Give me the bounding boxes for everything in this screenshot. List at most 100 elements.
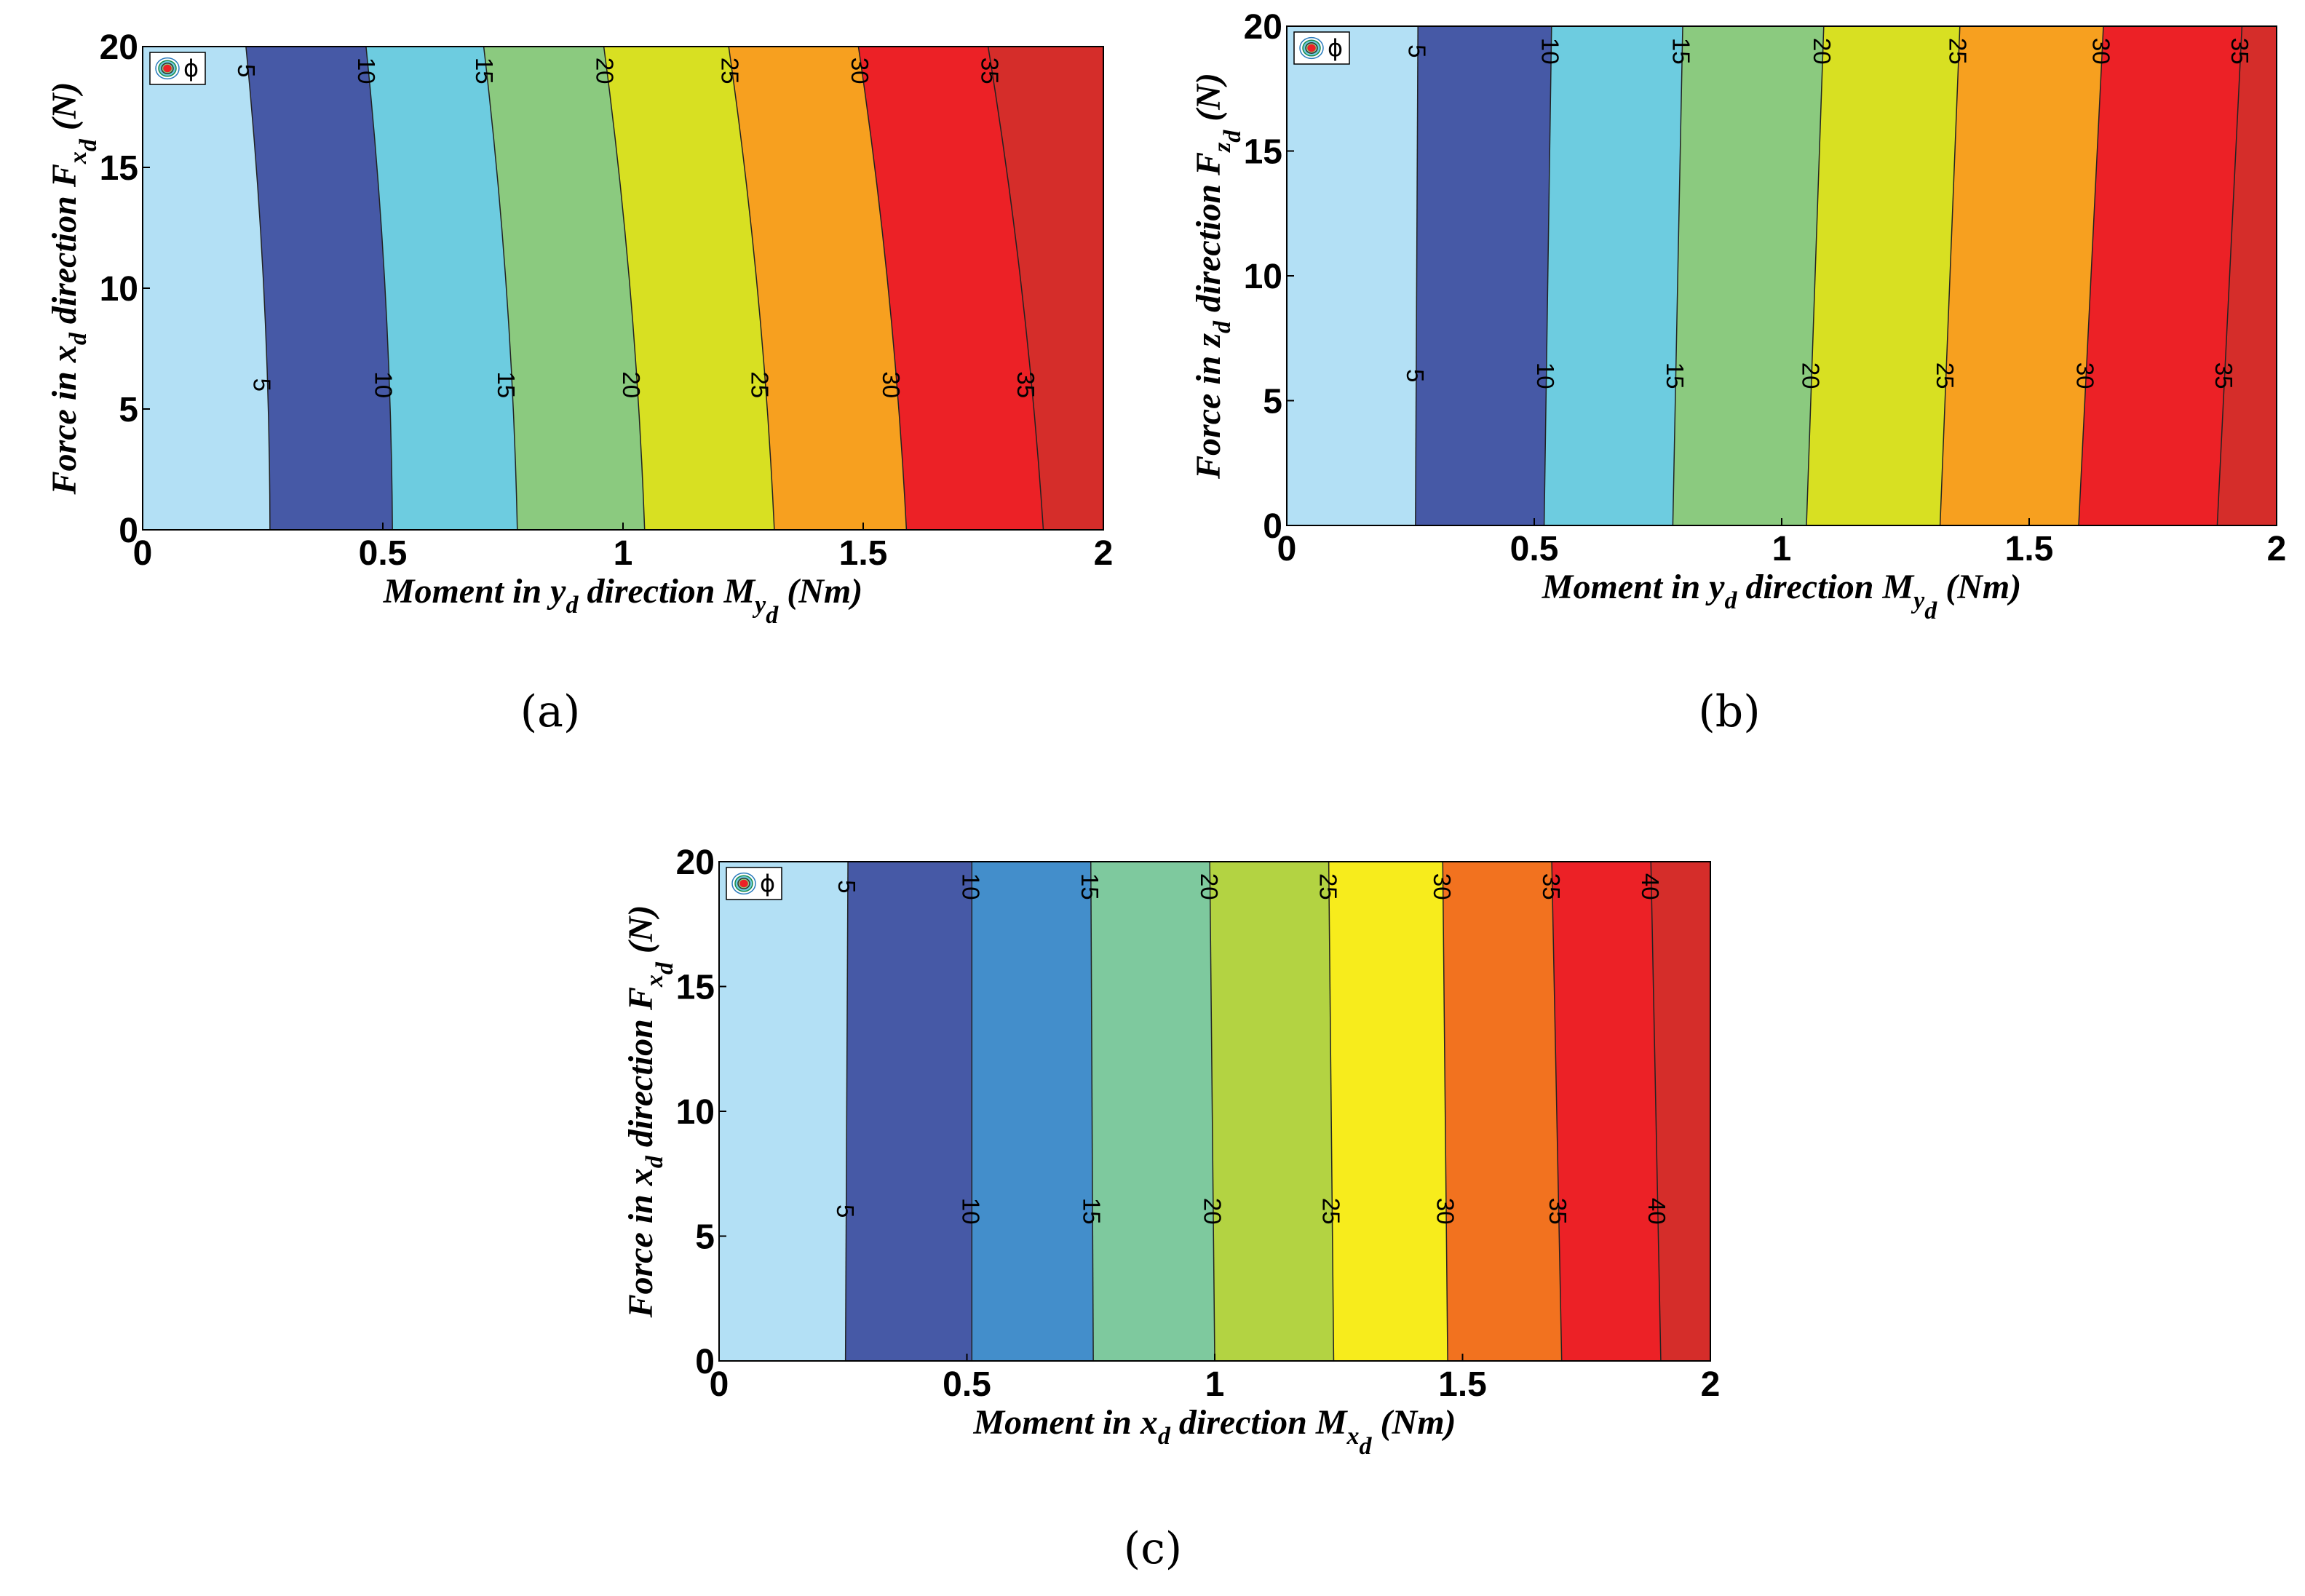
- contour-region: [858, 47, 1044, 530]
- x-axis-label-mid: direction M: [1170, 1403, 1349, 1442]
- contour-level-label: 15: [1076, 873, 1103, 900]
- contour-region: [143, 47, 270, 530]
- legend-label: ϕ: [183, 55, 199, 82]
- x-axis-label-sub3: d: [766, 602, 779, 629]
- legend-icon-ring: [739, 879, 748, 888]
- contour-level-labels: 5 5 10 10 15 15 20 20 25 25 30 30 35 35 40 40: [832, 873, 1670, 1225]
- x-tick-label: 1.5: [2005, 530, 2054, 568]
- x-axis-label: Moment in xd direction Mxd (Nm): [972, 1403, 1456, 1460]
- x-axis-label-var: y: [1705, 568, 1725, 606]
- contour-region: [1651, 862, 1710, 1361]
- contour-line: [1415, 25, 1419, 526]
- contour-region: [245, 47, 393, 530]
- y-tick-label: 20: [676, 843, 715, 882]
- contour-level-label: 20: [618, 371, 645, 398]
- contour-region: [1415, 26, 1552, 525]
- contour-level-label: 10: [958, 873, 985, 900]
- contour-level-label: 20: [1196, 873, 1223, 900]
- x-axis-label-sub2: y: [1911, 587, 1925, 614]
- contour-line: [1806, 25, 1825, 526]
- contour-level-label: 40: [1637, 873, 1664, 900]
- contour-level-labels: 5 5 10 10 15 15 20 20 25 25 30 30 35 35: [233, 57, 1039, 398]
- contour-region: [483, 47, 645, 530]
- y-axis-label-text: Force in: [45, 362, 84, 495]
- contour-level-labels: 5 5 10 10 15 15 20 20 25 25 30 30 35 35: [1402, 38, 2253, 389]
- y-axis-label-sub: d: [641, 1155, 668, 1168]
- x-axis-label-unit: (Nm): [778, 572, 862, 611]
- y-axis-label-mid: direction F: [1189, 152, 1228, 321]
- contour-fills: [719, 862, 1710, 1361]
- contour-level-label: 40: [1643, 1198, 1670, 1225]
- legend-icon-ring: [163, 64, 172, 73]
- contour-level-label: 15: [471, 57, 498, 84]
- contour-level-label: 5: [233, 64, 260, 77]
- contour-level-label: 15: [493, 371, 520, 398]
- contour-line: [245, 46, 271, 531]
- contour-level-label: 25: [746, 371, 773, 398]
- x-axis-label-sub: d: [566, 592, 579, 619]
- contour-line: [603, 46, 646, 531]
- contour-level-label: 30: [1429, 873, 1456, 900]
- contour-line: [1209, 861, 1215, 1362]
- contour-lines: [245, 46, 1044, 531]
- contour-line: [2078, 25, 2104, 526]
- x-tick-label: 2: [2267, 530, 2287, 568]
- y-tick-label: 5: [1263, 383, 1282, 421]
- y-axis-label: Force in xd direction Fxd (N): [622, 905, 678, 1319]
- x-tick-label: 1.5: [1438, 1365, 1487, 1404]
- contour-fills: [1287, 26, 2277, 525]
- y-axis-label-text: Force in: [622, 1186, 660, 1318]
- y-axis-label-mid: direction F: [45, 164, 84, 333]
- legend: ϕ: [1293, 31, 1350, 65]
- contour-region: [1443, 862, 1562, 1361]
- y-axis-label-mid: direction F: [622, 987, 660, 1156]
- contour-line: [1672, 25, 1683, 526]
- y-tick-label: 5: [695, 1218, 715, 1257]
- x-axis-label-text: Moment in: [383, 572, 550, 611]
- contour-level-label: 25: [1314, 873, 1341, 900]
- contour-region: [2079, 26, 2242, 525]
- y-tick-label: 20: [100, 28, 138, 67]
- x-axis-label-sub3: d: [1924, 597, 1937, 624]
- contour-level-label: 35: [1538, 873, 1565, 900]
- contour-level-label: 35: [1544, 1198, 1571, 1225]
- y-tick-label: 15: [1244, 133, 1282, 172]
- x-axis-label: Moment in yd direction Myd (Nm): [383, 572, 862, 629]
- contour-region: [1552, 862, 1661, 1361]
- contour-line: [1442, 861, 1448, 1362]
- y-axis-label-sub3: d: [1219, 130, 1246, 143]
- contour-region: [845, 862, 972, 1361]
- x-axis-label-sub: d: [1724, 587, 1737, 614]
- y-axis-label-sub: d: [65, 332, 92, 345]
- x-axis-label-unit: (Nm): [1937, 568, 2021, 606]
- contour-region: [1328, 862, 1448, 1361]
- contour-level-label: 30: [1432, 1198, 1459, 1225]
- panel-label-b: (b): [1698, 686, 1760, 737]
- contour-region: [1210, 862, 1334, 1361]
- y-axis-label-sub3: d: [75, 138, 102, 151]
- contour-region: [2217, 26, 2277, 525]
- contour-level-label: 10: [1537, 38, 1564, 65]
- y-tick-label: 20: [1244, 8, 1282, 47]
- y-tick-label: 10: [676, 1093, 715, 1132]
- contour-level-label: 25: [1945, 38, 1972, 65]
- y-axis-label-text: Force in: [1189, 347, 1228, 480]
- contour-legend-icon: [155, 57, 180, 80]
- x-axis-label: Moment in yd direction Myd (Nm): [1542, 568, 2021, 624]
- legend-icon-ring: [1307, 44, 1316, 52]
- contour-level-label: 5: [832, 1204, 859, 1218]
- y-axis-label-sub2: z: [1209, 142, 1236, 153]
- contour-level-label: 15: [1668, 38, 1695, 65]
- y-tick-label: 5: [119, 391, 138, 429]
- x-axis-label-mid: direction M: [578, 572, 756, 611]
- x-tick-label: 1: [1772, 530, 1792, 568]
- contour-level-label: 20: [1809, 38, 1836, 65]
- contour-line: [1328, 861, 1335, 1362]
- contour-line: [1543, 25, 1552, 526]
- contour-line: [365, 46, 393, 531]
- x-tick-label: 1.5: [839, 534, 888, 573]
- contour-legend-icon: [1299, 36, 1324, 60]
- x-axis-label-mid: direction M: [1737, 568, 1915, 606]
- contour-level-label: 20: [592, 57, 619, 84]
